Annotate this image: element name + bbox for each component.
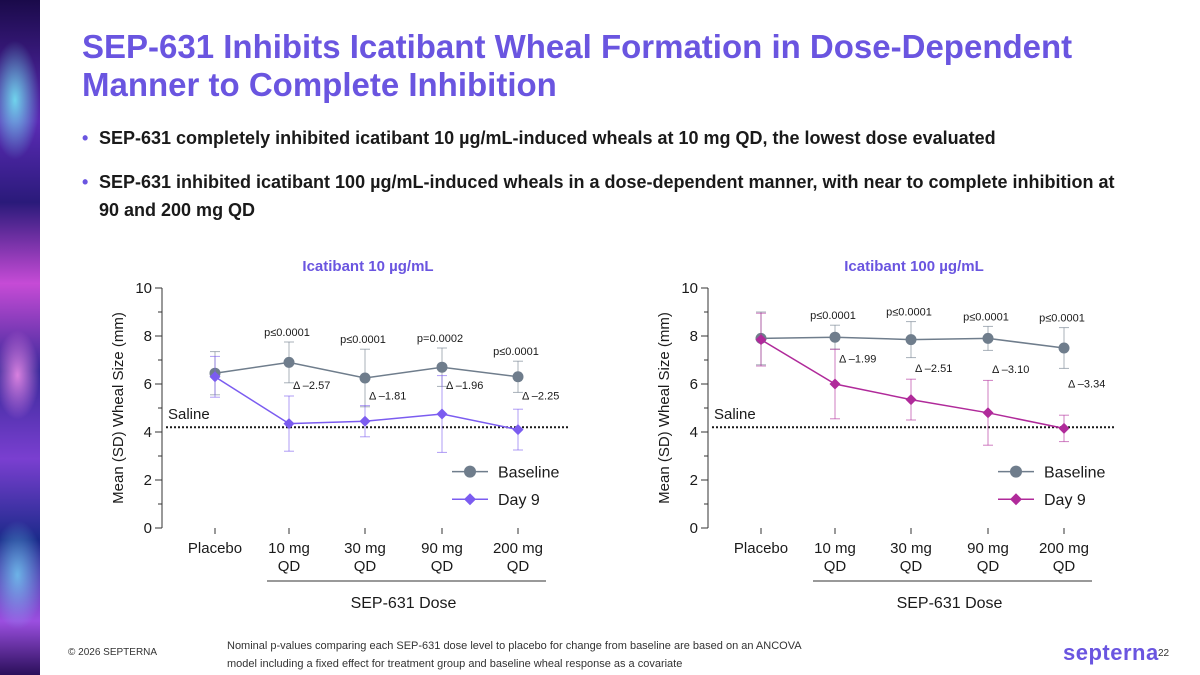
y-tick-label: 6 [690, 376, 698, 393]
x-tick-label: QD [431, 558, 454, 575]
bullet-list: • SEP-631 completely inhibited icatibant … [82, 124, 1122, 240]
x-axis-label: SEP-631 Dose [351, 595, 457, 612]
x-tick-label: QD [900, 558, 923, 575]
copyright: © 2026 SEPTERNA [68, 647, 158, 658]
x-tick-label: 30 mg [890, 540, 932, 557]
day9-point [359, 415, 371, 427]
y-tick-label: 8 [144, 328, 152, 345]
page-number: 22 [1158, 648, 1170, 659]
y-tick-label: 0 [144, 520, 152, 537]
x-tick-label: QD [824, 558, 847, 575]
p-value-label: p≤0.0001 [493, 346, 539, 358]
septerna-logo: septerna [1063, 640, 1159, 665]
legend-marker-day9 [464, 493, 476, 506]
y-axis-label: Mean (SD) Wheal Size (mm) [656, 312, 673, 504]
legend-label-day9: Day 9 [1044, 492, 1086, 509]
x-tick-label: QD [1053, 558, 1076, 575]
day9-point [436, 408, 448, 420]
p-value-label: p≤0.0001 [264, 327, 310, 339]
p-value-label: p≤0.0001 [1039, 313, 1085, 325]
chart-title: Icatibant 100 µg/mL [844, 258, 984, 275]
day9-point [1058, 422, 1070, 434]
baseline-point [512, 371, 524, 383]
y-tick-label: 2 [144, 472, 152, 489]
bullet-item: • SEP-631 completely inhibited icatibant … [82, 128, 996, 148]
chart-icatibant-100: Icatibant 100 µg/mL Mean (SD) Wheal Size … [656, 258, 1116, 612]
baseline-point [829, 331, 841, 343]
delta-label: Δ –3.34 [1068, 379, 1105, 391]
baseline-point [982, 332, 994, 344]
bullet-item: • SEP-631 inhibited icatibant 100 µg/mL-i… [82, 172, 1115, 220]
page-title: SEP-631 Inhibits Icatibant Wheal Formati… [82, 28, 1073, 103]
y-tick-label: 4 [690, 424, 698, 441]
delta-label: Δ –3.10 [992, 364, 1029, 376]
delta-label: Δ –1.99 [839, 353, 876, 365]
baseline-point [905, 334, 917, 346]
legend-label-baseline: Baseline [498, 465, 559, 482]
x-tick-label: QD [507, 558, 530, 575]
y-tick-label: 2 [690, 472, 698, 489]
delta-label: Δ –2.51 [915, 363, 952, 375]
day9-point [209, 371, 221, 383]
day9-point [905, 394, 917, 406]
saline-label: Saline [168, 406, 210, 423]
delta-label: Δ –2.57 [293, 380, 330, 392]
baseline-point [1058, 342, 1070, 354]
series-line-day-9 [760, 338, 1065, 430]
day9-point [512, 424, 524, 436]
p-value-label: p≤0.0001 [886, 307, 932, 319]
footnote: Nominal p-values comparing each SEP-631 … [227, 640, 801, 670]
y-tick-label: 8 [690, 328, 698, 345]
x-tick-label: QD [354, 558, 377, 575]
chart-title: Icatibant 10 µg/mL [302, 258, 433, 275]
delta-label: Δ –2.25 [522, 391, 559, 403]
legend-marker-baseline [464, 465, 476, 478]
legend-marker-baseline [1010, 465, 1022, 478]
p-value-label: p≤0.0001 [340, 334, 386, 346]
p-value-label: p≤0.0001 [810, 310, 856, 322]
legend-marker-day9 [1010, 493, 1022, 506]
baseline-point [283, 356, 295, 368]
y-tick-label: 6 [144, 376, 152, 393]
x-tick-label: 90 mg [421, 540, 463, 557]
y-tick-label: 10 [681, 280, 698, 297]
x-tick-label: 90 mg [967, 540, 1009, 557]
saline-label: Saline [714, 406, 756, 423]
legend-label-day9: Day 9 [498, 492, 540, 509]
x-tick-label: QD [278, 558, 301, 575]
x-tick-label: 10 mg [268, 540, 310, 557]
y-tick-label: 0 [690, 520, 698, 537]
p-value-label: p=0.0002 [417, 333, 463, 345]
delta-label: Δ –1.96 [446, 380, 483, 392]
chart-icatibant-10: Icatibant 10 µg/mL Mean (SD) Wheal Size (… [110, 258, 570, 612]
x-tick-label: 10 mg [814, 540, 856, 557]
baseline-point [436, 361, 448, 373]
delta-label: Δ –1.81 [369, 391, 406, 403]
p-value-label: p≤0.0001 [963, 311, 1009, 323]
x-tick-label: Placebo [734, 540, 788, 557]
x-tick-label: 200 mg [1039, 540, 1089, 557]
day9-point [982, 407, 994, 419]
bullet-text: SEP-631 inhibited icatibant 100 µg/mL-in… [99, 172, 1115, 220]
y-tick-label: 10 [135, 280, 152, 297]
y-axis-label: Mean (SD) Wheal Size (mm) [110, 312, 127, 504]
day9-point [829, 378, 841, 390]
x-tick-label: 200 mg [493, 540, 543, 557]
baseline-point [359, 372, 371, 384]
x-axis-label: SEP-631 Dose [897, 595, 1003, 612]
day9-point [755, 334, 767, 346]
day9-point [283, 418, 295, 430]
y-tick-label: 4 [144, 424, 152, 441]
x-tick-label: QD [977, 558, 1000, 575]
bullet-text: SEP-631 completely inhibited icatibant 1… [99, 128, 996, 148]
x-tick-label: Placebo [188, 540, 242, 557]
x-tick-label: 30 mg [344, 540, 386, 557]
legend-label-baseline: Baseline [1044, 465, 1105, 482]
decorative-side-art [0, 0, 40, 675]
